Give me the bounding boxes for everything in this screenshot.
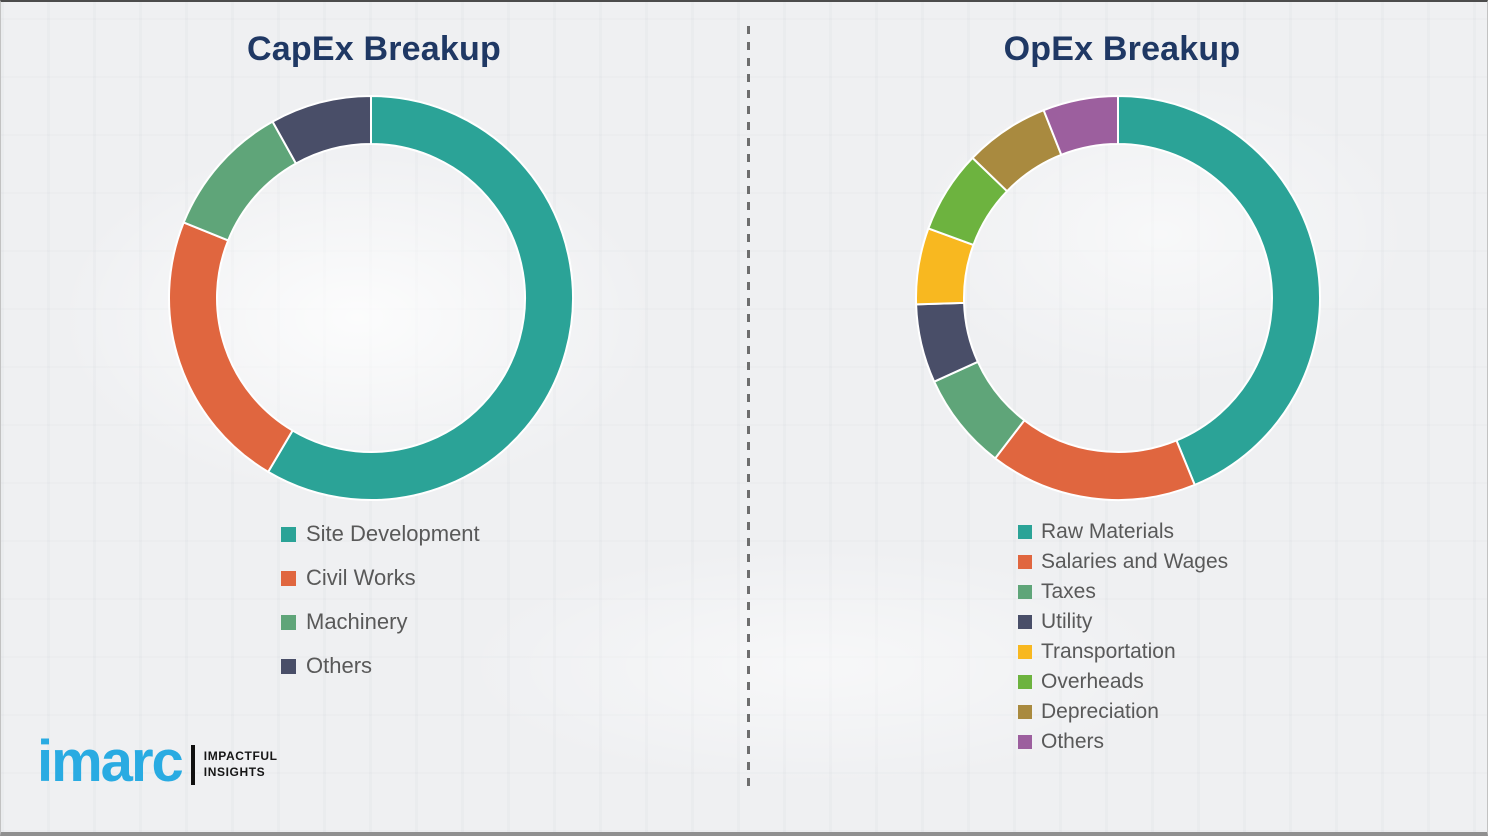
legend-item-overheads: Overheads [1018,667,1228,697]
legend-swatch-others [1018,735,1032,749]
legend-label-utility: Utility [1041,610,1093,633]
donut-segment-machinery [182,120,297,242]
legend-label-raw-materials: Raw Materials [1041,520,1175,543]
donut-segment-raw-materials [1117,95,1322,486]
legend-swatch-salaries-and-wages [1018,555,1032,569]
logo-tagline-line1: IMPACTFUL [203,749,278,764]
legend-swatch-transportation [1018,645,1032,659]
opex-legend: Raw Materials Salaries and Wages Taxes Util… [1018,517,1228,757]
legend-item-salaries-and-wages: Salaries and Wages [1018,547,1228,577]
logo-divider-bar [190,745,195,785]
legend-item-depreciation: Depreciation [1018,697,1228,727]
legend-swatch-site-development [281,526,296,542]
legend-item-machinery: Machinery [281,600,480,644]
legend-swatch-others [281,658,296,674]
legend-item-raw-materials: Raw Materials [1018,517,1228,547]
legend-label-salaries-and-wages: Salaries and Wages [1041,550,1229,573]
logo-tagline: IMPACTFUL INSIGHTS [204,749,278,780]
legend-swatch-taxes [1018,585,1032,599]
legend-label-others: Others [306,653,373,678]
panel-divider-dashed-line [747,26,750,792]
legend-label-depreciation: Depreciation [1041,700,1159,723]
legend-label-taxes: Taxes [1041,580,1096,603]
legend-swatch-machinery [281,614,296,630]
legend-swatch-depreciation [1018,705,1032,719]
legend-swatch-raw-materials [1018,525,1032,539]
legend-swatch-overheads [1018,675,1032,689]
imarc-logo-wordmark: imarc [37,729,184,794]
opex-chart-title: OpEx Breakup [1003,30,1241,68]
legend-label-site-development: Site Development [306,521,480,546]
legend-item-civil-works: Civil Works [281,556,480,600]
legend-item-others: Others [1018,727,1228,757]
legend-swatch-utility [1018,615,1032,629]
imarc-logo: imarc IMPACTFUL INSIGHTS [37,733,278,791]
capex-legend: Site Development Civil Works Machinery Othe… [281,512,480,688]
legend-label-overheads: Overheads [1041,670,1144,693]
legend-item-transportation: Transportation [1018,637,1228,667]
legend-item-utility: Utility [1018,607,1228,637]
legend-label-others: Others [1041,730,1105,753]
legend-label-machinery: Machinery [306,609,408,634]
legend-label-civil-works: Civil Works [306,565,416,590]
legend-label-transportation: Transportation [1041,640,1176,663]
donut-segment-salaries-and-wages [994,419,1196,501]
logo-tagline-line2: INSIGHTS [203,765,266,779]
donut-segment-civil-works [168,221,294,473]
donut-segment-others [1042,95,1119,156]
legend-swatch-civil-works [281,570,296,586]
capex-chart-title: CapEx Breakup [247,30,501,68]
legend-item-others: Others [281,644,480,688]
capex-donut-chart [168,95,574,501]
legend-item-site-development: Site Development [281,512,480,556]
opex-donut-chart [915,95,1322,501]
donut-segment-site-development [267,95,574,501]
donut-segment-others [271,95,372,165]
legend-item-taxes: Taxes [1018,577,1228,607]
